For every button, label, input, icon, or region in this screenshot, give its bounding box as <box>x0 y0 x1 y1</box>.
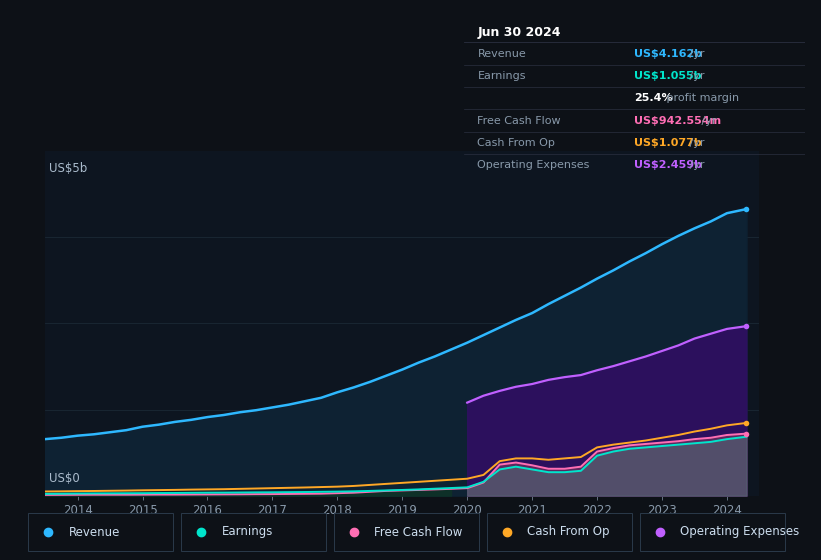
Text: Earnings: Earnings <box>478 71 526 81</box>
Text: US$4.162b: US$4.162b <box>635 49 702 58</box>
Text: US$0: US$0 <box>48 472 80 486</box>
Text: Earnings: Earnings <box>222 525 273 539</box>
Text: Free Cash Flow: Free Cash Flow <box>478 115 561 125</box>
Text: Revenue: Revenue <box>69 525 120 539</box>
Text: 25.4%: 25.4% <box>635 93 673 103</box>
Text: US$1.055b: US$1.055b <box>635 71 702 81</box>
Text: profit margin: profit margin <box>663 93 739 103</box>
Text: Jun 30 2024: Jun 30 2024 <box>478 26 561 39</box>
Text: Cash From Op: Cash From Op <box>478 138 555 148</box>
Text: /yr: /yr <box>686 160 705 170</box>
Text: US$2.459b: US$2.459b <box>635 160 702 170</box>
Text: Free Cash Flow: Free Cash Flow <box>374 525 463 539</box>
Text: Cash From Op: Cash From Op <box>527 525 610 539</box>
Text: /yr: /yr <box>686 138 705 148</box>
Text: Operating Expenses: Operating Expenses <box>478 160 589 170</box>
Text: US$1.077b: US$1.077b <box>635 138 702 148</box>
Text: /yr: /yr <box>686 71 705 81</box>
Text: /yr: /yr <box>698 115 717 125</box>
Text: Operating Expenses: Operating Expenses <box>680 525 800 539</box>
Text: /yr: /yr <box>686 49 705 58</box>
Text: US$5b: US$5b <box>48 161 87 175</box>
Text: Revenue: Revenue <box>478 49 526 58</box>
Text: US$942.554m: US$942.554m <box>635 115 722 125</box>
